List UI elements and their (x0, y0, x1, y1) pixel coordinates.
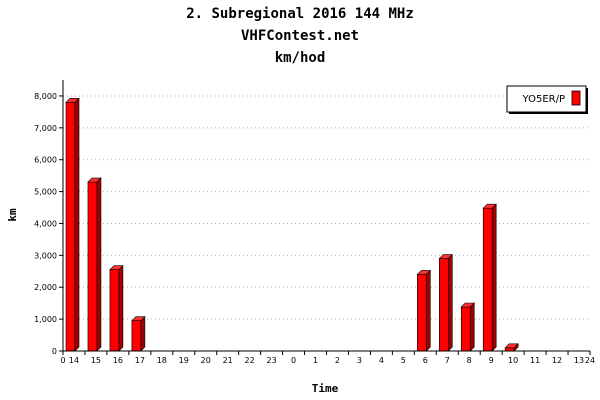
y-axis-title: km (6, 208, 19, 222)
x-tick-label: 18 (157, 356, 167, 365)
x-tick-label: 16 (113, 356, 123, 365)
bar (109, 264, 124, 352)
x-tick-label: 20 (201, 356, 211, 365)
x-tick-label: 8 (467, 356, 472, 365)
x-tick-label: 10 (508, 356, 518, 365)
bar (438, 253, 454, 352)
bar-side (74, 97, 80, 352)
x-tick-label: 14 (69, 356, 79, 365)
y-tick-label: 7,000 (34, 124, 57, 133)
bar-side (491, 203, 497, 352)
x-tick-label: 3 (357, 356, 362, 365)
y-tick-label: 5,000 (34, 188, 57, 197)
bar-side (513, 343, 519, 352)
bar-side (96, 177, 102, 352)
x-axis-title: Time (312, 382, 339, 395)
x-tick-label: 4 (379, 356, 384, 365)
x-tick-label: 21 (223, 356, 233, 365)
x-tick-label: 7 (445, 356, 450, 365)
x-tick-label: 23 (267, 356, 277, 365)
bar-side (140, 315, 146, 352)
x-tick-label: 12 (552, 356, 562, 365)
chart-subtitle: km/hod (274, 50, 326, 66)
bar-front (87, 181, 98, 352)
legend-swatch (571, 90, 581, 106)
bar-side (447, 253, 453, 352)
bar (416, 269, 432, 352)
x-tick-label: 19 (179, 356, 189, 365)
x-edge-label: 24 (585, 356, 595, 365)
x-tick-label: 5 (401, 356, 406, 365)
y-tick-label: 4,000 (34, 219, 57, 228)
bar-front (109, 269, 120, 352)
y-tick-label: 6,000 (34, 156, 57, 165)
bar-side (118, 264, 124, 352)
x-tick-label: 1 (313, 356, 318, 365)
bar (504, 343, 519, 352)
bar (87, 177, 102, 352)
bar-front (438, 258, 449, 352)
y-tick-label: 2,000 (34, 283, 57, 292)
x-tick-label: 22 (245, 356, 255, 365)
y-tick-label: 8,000 (34, 92, 57, 101)
x-tick-label: 2 (335, 356, 340, 365)
axes (62, 80, 590, 352)
bars (65, 97, 519, 352)
bar (65, 97, 80, 352)
y-tick-label: 0 (52, 347, 57, 356)
bar (131, 315, 146, 352)
bar (460, 302, 475, 352)
bar-side (469, 302, 475, 352)
bar-front (417, 274, 427, 352)
x-tick-label: 13 (574, 356, 584, 365)
y-tick-label: 3,000 (34, 251, 57, 260)
bar-side (426, 269, 431, 352)
bar-front (460, 306, 471, 352)
chart-site: VHFContest.net (240, 28, 359, 44)
bar (482, 203, 497, 352)
x-tick-label: 17 (135, 356, 145, 365)
legend-label: YO5ER/P (522, 94, 565, 105)
x-tick-label: 0 (291, 356, 296, 365)
bar-front (65, 102, 76, 352)
x-tick-label: 11 (530, 356, 540, 365)
grid-lines (63, 95, 590, 320)
x-tick-label: 15 (91, 356, 101, 365)
bar-front (131, 320, 142, 352)
legend: YO5ER/P (506, 85, 588, 114)
ticks: 0 1,000 2,000 3,000 4,000 5,000 6,000 7,000 8,00… (34, 92, 595, 365)
x-tick-label: 6 (423, 356, 428, 365)
bar-front (482, 207, 493, 352)
y-tick-label: 1,000 (34, 315, 57, 324)
x-edge-label: 0 (60, 356, 65, 365)
x-tick-label: 9 (489, 356, 494, 365)
chart-title: 2. Subregional 2016 144 MHz (186, 6, 414, 22)
